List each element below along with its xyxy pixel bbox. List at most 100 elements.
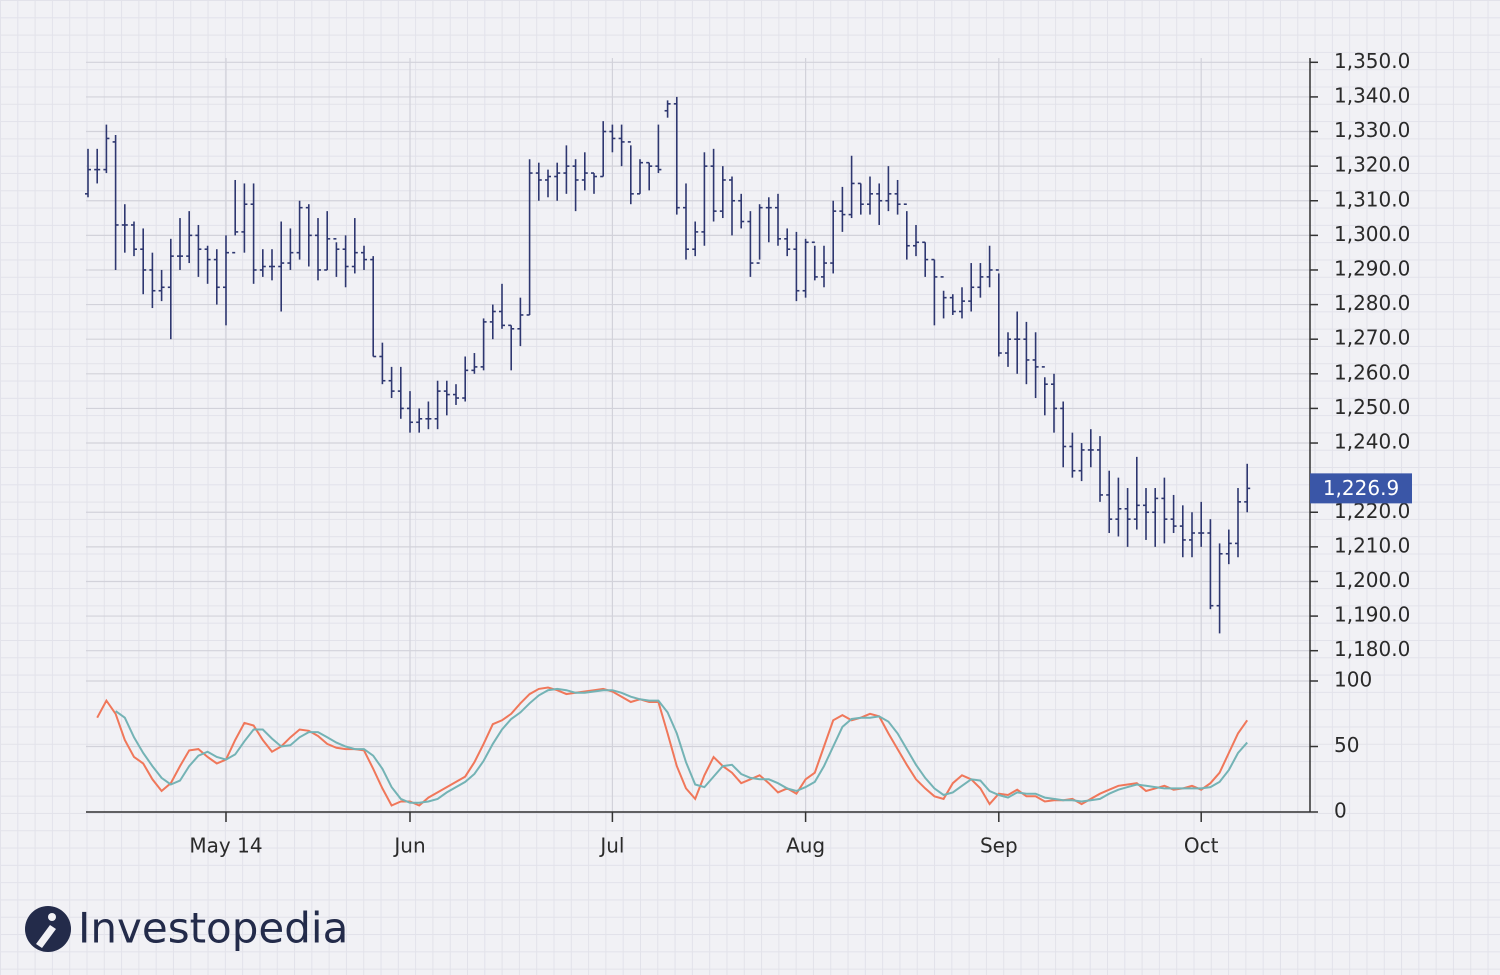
ohlc-bar	[554, 162, 561, 201]
ohlc-bar	[1161, 477, 1168, 544]
y-tick-label: 1,280.0	[1334, 291, 1410, 315]
ohlc-bar	[287, 228, 294, 270]
oscillator-line	[96, 686, 1249, 807]
ohlc-bar	[232, 179, 239, 254]
brand-name: Investopedia	[78, 904, 348, 953]
ohlc-bar	[462, 356, 469, 402]
ohlc-bar	[581, 152, 588, 191]
grid-layer	[86, 58, 1310, 813]
ohlc-bar	[351, 218, 358, 274]
ohlc-bar	[876, 183, 883, 225]
y-tick-label: 1,300.0	[1334, 222, 1410, 246]
logo-dot	[48, 913, 56, 921]
y-tick-label: 1,270.0	[1334, 326, 1410, 350]
ohlc-bar	[848, 155, 855, 219]
oscillator-line	[115, 687, 1248, 804]
ohlc-bar	[204, 245, 211, 284]
ohlc-bar	[407, 391, 413, 433]
ohlc-bar	[830, 200, 837, 274]
ohlc-bar	[1207, 519, 1214, 610]
ohlc-bar	[867, 176, 873, 215]
ohlc-bar	[1244, 463, 1251, 513]
y-tick-label: 1,330.0	[1334, 118, 1410, 142]
ohlc-bar	[1235, 488, 1241, 558]
ohlc-bar	[913, 224, 919, 257]
ohlc-bar	[85, 148, 91, 198]
ohlc-bar	[885, 166, 892, 212]
y-tick-label: 1,210.0	[1334, 533, 1410, 557]
ohlc-bar	[738, 193, 745, 229]
ohlc-bar	[1152, 488, 1159, 547]
ohlc-bar	[775, 193, 781, 246]
ohlc-bar	[756, 204, 763, 264]
ohlc-bar	[1023, 321, 1030, 385]
ohlc-bar	[535, 162, 542, 201]
ohlc-bar	[646, 161, 653, 191]
y-tick-label: 1,200.0	[1334, 568, 1410, 592]
ohlc-bar	[1069, 432, 1076, 478]
ohlc-bar	[195, 224, 202, 277]
ohlc-bar	[480, 318, 487, 371]
ohlc-bar	[949, 294, 956, 315]
ohlc-bar	[453, 384, 459, 405]
ohlc-bar	[370, 256, 377, 358]
ohlc-bar	[1143, 488, 1149, 540]
ohlc-bar	[1198, 501, 1205, 547]
x-tick-label: Sep	[980, 834, 1018, 858]
ohlc-bar	[922, 241, 929, 277]
ohlc-bar	[361, 245, 367, 270]
ohlc-bar	[213, 249, 220, 305]
ohlc-bar	[517, 297, 524, 347]
ohlc-bar	[158, 269, 165, 302]
ohlc-bar	[1189, 512, 1195, 558]
y-tick-label: 100	[1334, 668, 1372, 692]
ohlc-bar	[167, 238, 174, 340]
last-price-box	[1310, 473, 1412, 504]
ohlc-bar	[443, 380, 450, 416]
y-tick-label: 1,310.0	[1334, 187, 1410, 211]
ohlc-bar	[269, 249, 275, 281]
ohlc-bar	[1087, 429, 1094, 468]
x-tick-label: May 14	[189, 834, 262, 858]
ohlc-bar	[591, 172, 597, 194]
ohlc-bar	[223, 235, 229, 326]
ohlc-bar	[664, 100, 671, 118]
ohlc-bar	[710, 148, 717, 222]
ohlc-bar	[1106, 470, 1113, 534]
ohlc-bar	[968, 263, 975, 312]
ohlc-bar	[701, 152, 708, 246]
ohlc-bar	[1225, 529, 1232, 565]
ohlc-bar	[149, 252, 156, 309]
x-tick-label: Jun	[392, 834, 425, 858]
y-tick-label: 1,290.0	[1334, 256, 1410, 280]
ohlc-bar	[719, 166, 726, 219]
ohlc-bar	[673, 96, 680, 215]
ohlc-bar	[241, 183, 248, 253]
ohlc-bar	[995, 269, 1002, 357]
y-tick-label: 50	[1334, 733, 1359, 757]
ohlc-bar	[1216, 543, 1223, 634]
x-tick-label: Jul	[598, 834, 624, 858]
ohlc-bar	[903, 203, 910, 260]
ohlc-bar	[278, 221, 285, 312]
ohlc-bar	[416, 408, 423, 433]
ohlc-bar	[499, 283, 505, 329]
ohlc-bar	[1032, 332, 1039, 399]
ohlc-bar	[765, 197, 772, 243]
ohlc-bar	[959, 287, 965, 319]
ohlc-bar	[1179, 505, 1186, 558]
ohlc-bar	[379, 342, 386, 385]
mark-layer	[85, 96, 1251, 807]
x-tick-label: Oct	[1184, 834, 1219, 858]
ohlc-bar	[177, 218, 183, 270]
ohlc-bar	[618, 124, 625, 167]
ohlc-bar	[315, 218, 321, 281]
ohlc-bar	[526, 159, 533, 316]
x-tick-label: Aug	[786, 834, 825, 858]
ohlc-bar	[397, 366, 404, 419]
ohlc-bar	[747, 211, 754, 277]
ohlc-bar	[563, 145, 570, 194]
ohlc-bar	[729, 176, 735, 236]
